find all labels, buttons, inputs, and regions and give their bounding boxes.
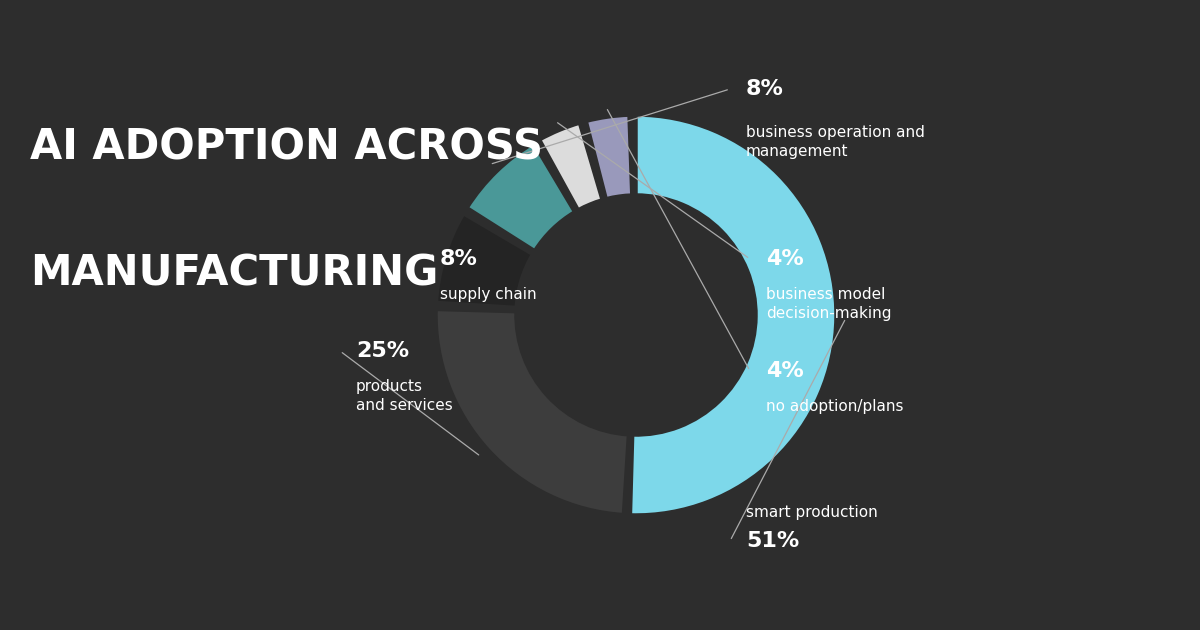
- Text: products
and services: products and services: [356, 379, 452, 413]
- Text: AI ADOPTION ACROSS: AI ADOPTION ACROSS: [30, 126, 542, 168]
- Text: 4%: 4%: [766, 361, 804, 381]
- Text: 51%: 51%: [746, 531, 799, 551]
- Wedge shape: [437, 214, 533, 307]
- Text: 25%: 25%: [356, 341, 409, 361]
- Wedge shape: [467, 143, 575, 251]
- Text: business model
decision-making: business model decision-making: [766, 287, 892, 321]
- Wedge shape: [630, 115, 836, 515]
- Text: smart production: smart production: [746, 505, 877, 520]
- Text: 8%: 8%: [440, 249, 478, 269]
- Text: MANUFACTURING: MANUFACTURING: [30, 252, 438, 294]
- Wedge shape: [587, 115, 632, 199]
- Wedge shape: [436, 309, 629, 515]
- Text: 4%: 4%: [766, 249, 804, 269]
- Text: supply chain: supply chain: [440, 287, 536, 302]
- Text: no adoption/plans: no adoption/plans: [766, 399, 904, 414]
- Wedge shape: [540, 123, 602, 210]
- Text: business operation and
management: business operation and management: [746, 125, 925, 159]
- Text: 8%: 8%: [746, 79, 784, 99]
